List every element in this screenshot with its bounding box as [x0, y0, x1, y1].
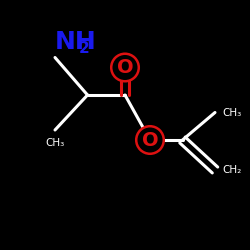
Text: O: O: [117, 58, 133, 77]
Text: CH₂: CH₂: [222, 165, 242, 175]
Text: CH₃: CH₃: [46, 138, 64, 147]
Text: NH: NH: [55, 30, 97, 54]
Text: CH₃: CH₃: [222, 108, 242, 118]
Text: O: O: [142, 130, 158, 150]
Text: 2: 2: [79, 41, 90, 56]
